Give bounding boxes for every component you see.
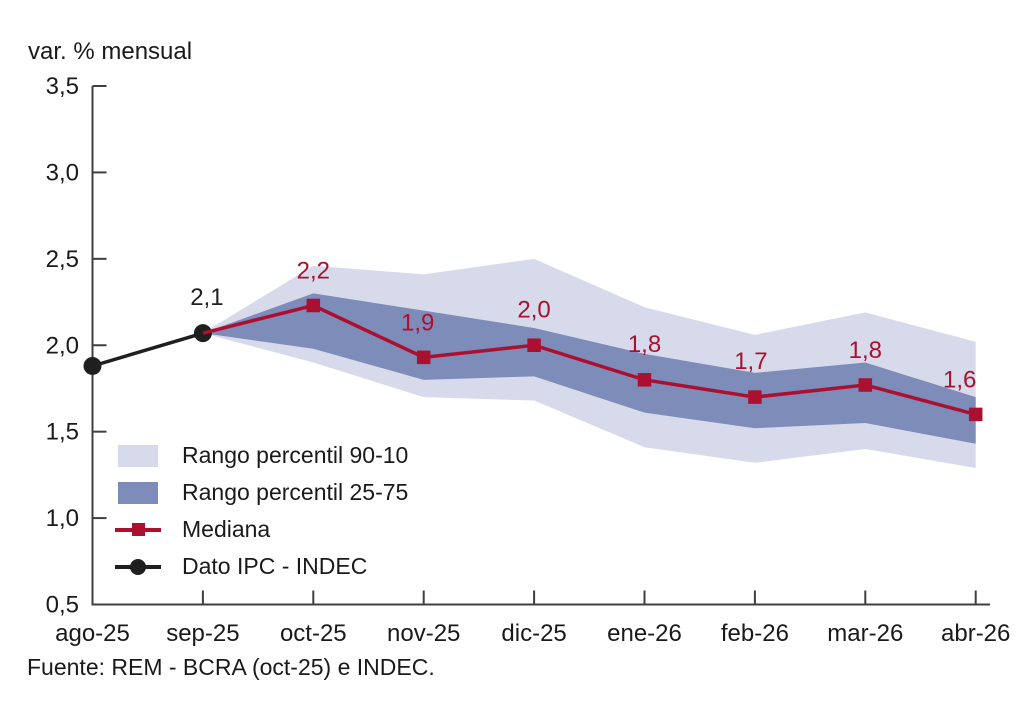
- x-tick-label: oct-25: [280, 620, 347, 647]
- legend-label: Rango percentil 25-75: [182, 479, 409, 505]
- y-tick-label: 2,0: [46, 332, 79, 359]
- x-tick-label: sep-25: [166, 620, 239, 647]
- x-tick-label: ene-26: [607, 620, 682, 647]
- x-tick-label: nov-25: [387, 620, 460, 647]
- legend-label: Mediana: [182, 516, 271, 542]
- line-square-marker-icon: [115, 521, 161, 539]
- data-point-label: 2,1: [190, 284, 223, 311]
- data-point-square: [637, 373, 652, 387]
- legend-item: Dato IPC - INDEC: [115, 548, 408, 585]
- y-tick-label: 1,5: [46, 419, 79, 446]
- data-point-label: 1,9: [401, 309, 434, 336]
- chart-title: var. % mensual: [28, 38, 193, 65]
- y-tick-label: 3,5: [46, 73, 79, 100]
- x-tick-label: feb-26: [721, 620, 789, 647]
- series-line-ipc: [92, 331, 204, 368]
- x-tick-label: dic-25: [501, 620, 566, 647]
- x-tick-label: abr-26: [941, 620, 1010, 647]
- square-marker-icon: [131, 523, 145, 536]
- legend-label: Dato IPC - INDEC: [182, 553, 368, 579]
- data-point-label: 1,6: [943, 366, 976, 393]
- band-25-75-area: [202, 293, 976, 444]
- data-point-circle: [83, 356, 102, 375]
- legend-item: Rango percentil 25-75: [115, 474, 408, 511]
- source-note: Fuente: REM - BCRA (oct-25) e INDEC.: [27, 654, 435, 680]
- data-point-square: [416, 350, 431, 365]
- line-circle-marker: [115, 558, 161, 576]
- x-tick-label: mar-26: [827, 620, 903, 647]
- y-tick-label: 3,0: [46, 159, 79, 186]
- data-point-square: [748, 390, 762, 404]
- band-dark-swatch: [118, 481, 158, 504]
- data-point-square: [858, 378, 873, 392]
- band-dark-swatch-icon: [115, 481, 161, 504]
- legend-item: Rango percentil 90-10: [115, 437, 408, 474]
- legend-label: Rango percentil 90-10: [182, 442, 409, 468]
- y-tick-label: 1,0: [46, 505, 79, 532]
- y-tick-label: 2,5: [46, 246, 79, 273]
- series-line-mediana: [202, 303, 977, 417]
- data-point-label: 1,8: [849, 337, 882, 364]
- legend-item: Mediana: [115, 511, 408, 548]
- data-point-label: 1,7: [734, 348, 767, 375]
- band-light-swatch: [118, 444, 158, 467]
- data-point-label: 2,0: [517, 296, 550, 323]
- data-point-label: 1,8: [628, 331, 661, 358]
- data-point-square: [527, 338, 541, 352]
- band-light-swatch-icon: [115, 444, 161, 467]
- line-circle-marker-icon: [115, 558, 161, 576]
- x-tick-label: ago-25: [55, 620, 130, 647]
- circle-marker-icon: [130, 558, 146, 575]
- data-point-square: [968, 407, 983, 422]
- line-square-marker: [115, 521, 161, 539]
- data-point-square: [306, 298, 321, 313]
- data-point-label: 2,2: [297, 257, 330, 284]
- y-tick-label: 0,5: [46, 592, 79, 619]
- chart-legend: Rango percentil 90-10 Rango percentil 25-…: [115, 437, 408, 585]
